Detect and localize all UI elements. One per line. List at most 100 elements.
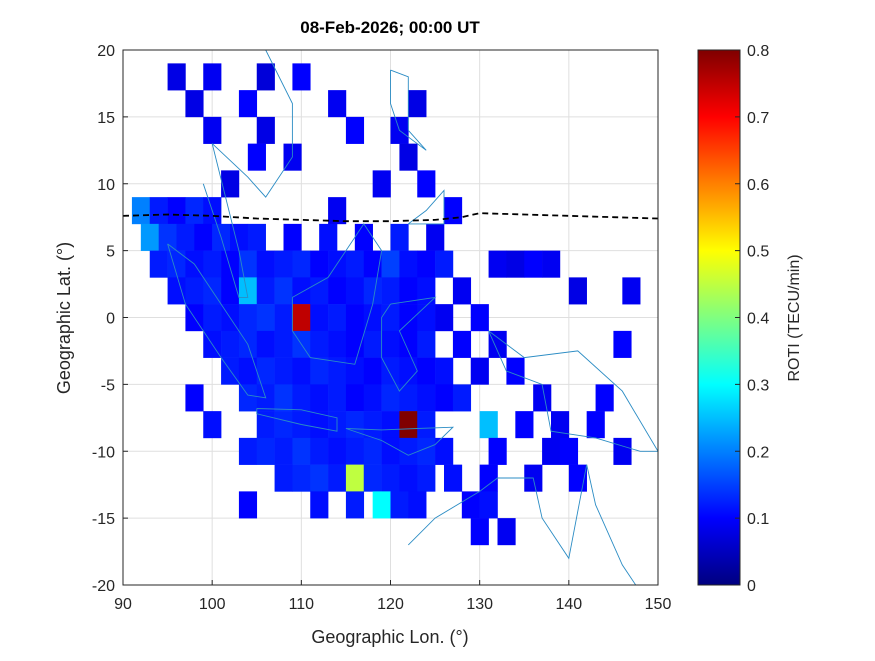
roti-cell: [149, 250, 168, 278]
roti-cell: [345, 250, 365, 278]
roti-cell: [274, 304, 293, 332]
roti-cell: [203, 116, 222, 144]
roti-cell: [292, 277, 311, 305]
roti-cell: [435, 250, 454, 278]
y-tick-label: 10: [97, 177, 115, 194]
roti-cell: [283, 223, 302, 251]
roti-cell: [363, 250, 382, 278]
colorbar-tick-label: 0.3: [747, 377, 769, 394]
roti-cell: [622, 277, 641, 305]
roti-cell: [399, 357, 418, 385]
roti-cell: [435, 384, 454, 412]
roti-cell: [345, 304, 365, 332]
y-tick-label: 5: [106, 244, 115, 261]
roti-cell: [185, 197, 204, 225]
roti-cell: [381, 411, 400, 439]
roti-cell: [417, 411, 436, 439]
roti-cell: [310, 437, 329, 465]
roti-cell: [230, 223, 249, 251]
roti-cell: [247, 223, 266, 251]
roti-cell: [167, 197, 186, 225]
roti-cell: [310, 357, 329, 385]
y-tick-label: 15: [97, 110, 115, 127]
roti-cell: [381, 437, 400, 465]
roti-cell: [176, 223, 195, 251]
colorbar-tick-label: 0: [747, 578, 756, 595]
roti-cell: [185, 384, 204, 412]
chart-title: 08-Feb-2026; 00:00 UT: [300, 18, 480, 37]
roti-cell: [221, 277, 240, 305]
colorbar-tick-label: 0.2: [747, 444, 769, 461]
roti-cell: [354, 223, 373, 251]
roti-cell: [310, 330, 329, 358]
coastline: [390, 69, 427, 151]
colorbar-tick-label: 0.1: [747, 511, 769, 528]
roti-cell: [203, 304, 222, 332]
roti-cell: [524, 250, 543, 278]
roti-cell: [167, 63, 186, 91]
roti-cell: [256, 304, 275, 332]
roti-cell: [417, 304, 436, 332]
roti-cell: [328, 464, 347, 492]
coastline: [408, 189, 445, 225]
roti-cell: [185, 90, 204, 118]
roti-cell: [292, 357, 311, 385]
roti-cell: [328, 384, 347, 412]
roti-cell: [533, 384, 552, 412]
roti-cell: [274, 384, 293, 412]
roti-cell: [256, 250, 275, 278]
coastline: [256, 408, 338, 432]
roti-cell: [167, 277, 186, 305]
y-tick-label: -15: [92, 511, 115, 528]
roti-cell: [310, 464, 329, 492]
roti-cell: [345, 464, 365, 492]
roti-cell: [399, 143, 418, 171]
roti-cell: [417, 384, 436, 412]
coastline: [167, 243, 267, 399]
roti-cell: [274, 411, 293, 439]
roti-cell: [345, 277, 365, 305]
roti-cell: [256, 63, 275, 91]
colorbar-tick-label: 0.7: [747, 110, 769, 127]
roti-cell: [256, 437, 275, 465]
roti-cell: [470, 518, 489, 546]
roti-cell: [345, 357, 365, 385]
roti-cell: [452, 384, 472, 412]
roti-cell: [274, 464, 293, 492]
coastline: [202, 143, 249, 298]
roti-cell: [203, 250, 222, 278]
roti-cell: [345, 330, 365, 358]
roti-cell: [399, 411, 418, 439]
roti-cell: [274, 437, 293, 465]
roti-cell: [435, 357, 454, 385]
x-axis-label: Geographic Lon. (°): [311, 627, 468, 647]
roti-cell: [238, 491, 258, 519]
roti-cell: [542, 250, 561, 278]
roti-cell: [381, 250, 400, 278]
roti-cell: [310, 250, 329, 278]
roti-cell: [310, 491, 329, 519]
roti-cell: [435, 304, 454, 332]
roti-cell: [613, 437, 632, 465]
roti-cell: [194, 223, 213, 251]
roti-cell: [399, 277, 418, 305]
roti-cell: [470, 357, 489, 385]
roti-cell: [363, 277, 382, 305]
roti-cell: [363, 411, 382, 439]
y-tick-label: -10: [92, 444, 115, 461]
roti-cell: [363, 437, 382, 465]
roti-cell: [399, 304, 418, 332]
roti-cell: [221, 250, 240, 278]
x-tick-label: 140: [555, 596, 582, 613]
roti-cell: [238, 437, 258, 465]
y-tick-label: 20: [97, 43, 115, 60]
roti-cell: [506, 250, 525, 278]
roti-cell: [256, 277, 275, 305]
roti-cell: [328, 90, 347, 118]
roti-cell: [292, 464, 311, 492]
roti-cell: [363, 464, 382, 492]
roti-cell: [470, 304, 489, 332]
roti-cell: [381, 277, 400, 305]
colorbar-tick-label: 0.8: [747, 43, 769, 60]
